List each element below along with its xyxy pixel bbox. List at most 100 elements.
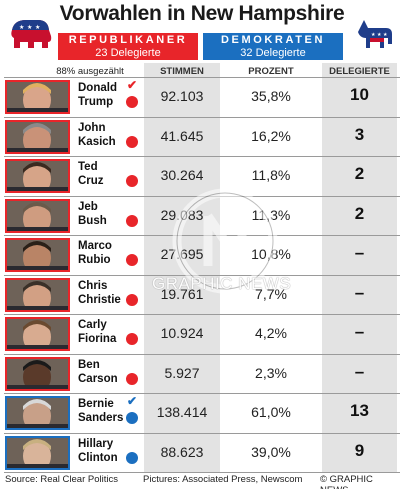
- winner-check-icon: ✔: [127, 78, 138, 92]
- democratic-label: DEMOKRATEN: [220, 34, 325, 46]
- votes-cell: 27.695: [160, 246, 204, 262]
- candidate-last-name: Clinton: [78, 451, 118, 464]
- candidate-name: Chris Christie: [78, 279, 134, 307]
- candidate-photo: [5, 159, 70, 193]
- republican-header: REPUBLIKANER 23 Delegierte: [58, 33, 198, 60]
- row-divider: [4, 353, 400, 355]
- party-dot-icon: [126, 254, 138, 266]
- percent-cell: 16,2%: [251, 127, 291, 144]
- candidate-first-name: Jeb: [78, 200, 98, 213]
- table-row: Ben Carson 5.927 2,3% –: [0, 355, 404, 393]
- candidate-photo: [5, 238, 70, 272]
- candidate-first-name: Marco: [78, 240, 112, 252]
- row-divider: [4, 393, 400, 394]
- page-title: Vorwahlen in New Hampshire: [59, 2, 345, 25]
- votes-cell: 138.414: [156, 404, 208, 420]
- delegates-cell: 2: [354, 203, 365, 223]
- percent-cell: 2,3%: [255, 364, 287, 381]
- svg-text:★: ★: [27, 24, 32, 31]
- candidate-last-name: Kasich: [78, 135, 116, 148]
- party-dot-icon: [126, 412, 138, 424]
- candidate-last-name: Bush: [78, 214, 107, 227]
- delegates-cell: –: [354, 361, 365, 381]
- row-divider: [4, 314, 400, 315]
- table-row: Jeb Bush 29.083 11,3% 2: [0, 197, 404, 235]
- republican-delegates: 23 Delegierte: [95, 47, 161, 59]
- candidate-name: Carly Fiorina: [78, 318, 134, 346]
- table-row: Bernie Sanders ✔ 138.414 61,0% 13: [0, 394, 404, 432]
- votes-cell: 10.924: [160, 325, 204, 341]
- row-divider: [4, 432, 400, 434]
- republican-label: REPUBLIKANER: [68, 34, 188, 46]
- delegates-cell: 3: [354, 124, 365, 144]
- party-dot-icon: [126, 135, 138, 148]
- party-dot-icon: [126, 451, 138, 464]
- percent-cell: 11,3%: [251, 206, 291, 223]
- candidate-last-name: Sanders: [78, 412, 124, 424]
- footer-source: Source: Real Clear Politics: [5, 474, 118, 485]
- party-dot-icon: [126, 293, 138, 306]
- party-dot-icon: [126, 175, 138, 187]
- candidate-name: Jeb Bush: [78, 200, 134, 228]
- votes-cell: 29.083: [160, 206, 204, 223]
- footer-pictures: Pictures: Associated Press, Newscom: [143, 474, 303, 485]
- row-divider: [4, 77, 400, 78]
- candidate-first-name: Bernie: [78, 398, 114, 410]
- candidate-last-name: Trump: [78, 96, 114, 108]
- row-divider: [4, 116, 400, 118]
- watermark-text: GRAPHIC NEWS: [152, 274, 292, 293]
- republican-elephant-icon: ★ ★ ★: [4, 8, 56, 60]
- row-divider: [4, 156, 400, 157]
- table-row: Hillary Clinton 88.623 39,0% 9: [0, 434, 404, 472]
- party-dot-icon: [126, 96, 138, 108]
- candidate-first-name: John: [78, 121, 106, 134]
- percent-cell: 11,8%: [251, 167, 291, 183]
- candidate-first-name: Ted: [78, 161, 98, 173]
- table-row: Ted Cruz 30.264 11,8% 2: [0, 157, 404, 195]
- votes-cell: 30.264: [160, 167, 204, 183]
- delegates-cell: 2: [354, 164, 365, 183]
- percent-cell: 39,0%: [251, 443, 291, 460]
- democratic-header: DEMOKRATEN 32 Delegierte: [203, 33, 343, 60]
- candidate-last-name: Carson: [78, 372, 118, 385]
- delegates-cell: 9: [354, 440, 365, 460]
- votes-header: STIMMEN: [160, 66, 204, 77]
- candidate-photo: [5, 396, 70, 430]
- candidate-photo: [5, 119, 70, 154]
- table-row: Marco Rubio 27.695 10,8% –: [0, 236, 404, 274]
- candidate-photo: [5, 80, 70, 114]
- candidate-photo: [5, 356, 70, 391]
- votes-cell: 41.645: [160, 127, 204, 144]
- delegates-cell: 13: [350, 401, 369, 420]
- delegates-cell: –: [354, 243, 365, 262]
- votes-cell: 5.927: [164, 364, 200, 381]
- candidate-name: Bernie Sanders: [78, 397, 134, 425]
- winner-check-icon: ✔: [127, 394, 138, 408]
- democratic-donkey-icon: ★ ★ ★: [348, 8, 400, 60]
- candidate-name: Hillary Clinton: [78, 437, 134, 465]
- delegates-header: DELEGIERTE: [329, 66, 390, 77]
- percent-header: PROZENT: [248, 66, 294, 77]
- party-dot-icon: [126, 372, 138, 385]
- candidate-photo: [5, 435, 70, 470]
- candidate-name: Ted Cruz: [78, 160, 134, 188]
- counted-note: 88% ausgezählt: [56, 66, 124, 77]
- candidate-photo: [5, 198, 70, 233]
- democratic-delegates: 32 Delegierte: [240, 47, 306, 59]
- party-dot-icon: [126, 214, 138, 227]
- candidate-last-name: Christie: [78, 293, 121, 306]
- percent-cell: 10,8%: [251, 246, 291, 262]
- delegates-cell: –: [354, 322, 365, 341]
- candidate-name: Ben Carson: [78, 358, 134, 386]
- candidate-name: Marco Rubio: [78, 239, 134, 267]
- candidate-name: John Kasich: [78, 121, 134, 149]
- svg-text:★: ★: [19, 24, 24, 31]
- delegates-column-band: [322, 63, 397, 472]
- table-row: John Kasich 41.645 16,2% 3: [0, 118, 404, 156]
- candidate-first-name: Carly: [78, 319, 107, 331]
- percent-cell: 4,2%: [255, 325, 287, 341]
- candidate-first-name: Hillary: [78, 437, 114, 450]
- table-row: Carly Fiorina 10.924 4,2% –: [0, 315, 404, 353]
- delegates-cell: –: [354, 282, 365, 302]
- candidate-last-name: Cruz: [78, 175, 104, 187]
